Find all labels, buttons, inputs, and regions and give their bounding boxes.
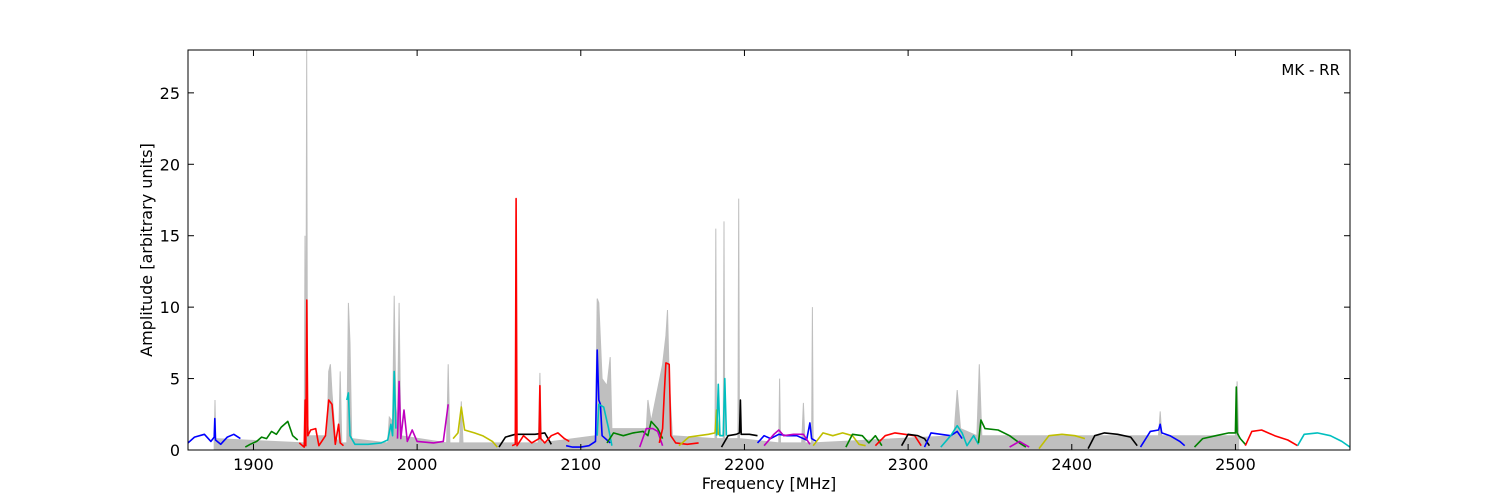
y-tick-label: 0	[170, 441, 180, 460]
series-line-13	[658, 362, 699, 446]
series-line-18	[763, 429, 811, 447]
series-line-16	[720, 399, 758, 448]
x-axis-label: Frequency [MHz]	[702, 474, 836, 493]
x-tick-label: 2000	[397, 455, 438, 474]
x-tick-label: 2400	[1051, 455, 1092, 474]
series-line-10	[596, 403, 613, 446]
series-line-9	[565, 349, 611, 448]
y-tick-label: 15	[160, 227, 180, 246]
series-line-8	[511, 197, 570, 447]
series-line-28	[1087, 432, 1138, 449]
axis-ticks: 1900 2000 2100 2200 2300 2400 2500 0 5 10 15 20 25	[160, 50, 1350, 474]
y-tick-label: 10	[160, 298, 180, 317]
series-line-31	[1244, 429, 1299, 447]
series-line-11	[606, 420, 664, 444]
series-line-21	[874, 432, 922, 447]
series-line-14	[678, 409, 722, 447]
series-line-19	[812, 432, 866, 447]
series-line-5	[396, 380, 449, 444]
series-line-2	[244, 420, 299, 448]
series-line-30	[1193, 386, 1246, 448]
series-line-17	[756, 422, 817, 444]
chart-annotation: MK - RR	[1281, 61, 1340, 79]
series-line-24	[940, 424, 980, 448]
series-line-3	[298, 299, 345, 448]
series-line-15	[715, 377, 728, 437]
y-tick-label: 20	[160, 155, 180, 174]
x-tick-label: 2100	[560, 455, 601, 474]
series-line-23	[923, 430, 963, 448]
x-tick-label: 2300	[888, 455, 929, 474]
series-line-12	[638, 427, 664, 448]
x-tick-label: 2500	[1215, 455, 1256, 474]
y-tick-label: 5	[170, 370, 180, 389]
series-line-6	[452, 406, 498, 448]
plot-frame	[187, 49, 1351, 451]
series-line-20	[845, 433, 883, 448]
y-axis-label: Amplitude [arbitrary units]	[137, 143, 156, 357]
series-line-1	[188, 417, 241, 446]
series-line-25	[977, 419, 1027, 448]
x-tick-label: 1900	[233, 455, 274, 474]
series-line-27	[1038, 433, 1086, 450]
series-line-22	[900, 433, 931, 447]
x-tick-label: 2200	[724, 455, 765, 474]
series-line-32	[1296, 432, 1350, 448]
series-line-29	[1139, 423, 1186, 448]
series-line-7	[498, 432, 552, 448]
series-line-26	[1009, 440, 1030, 448]
series-line-4	[346, 370, 397, 446]
y-tick-label: 25	[160, 84, 180, 103]
